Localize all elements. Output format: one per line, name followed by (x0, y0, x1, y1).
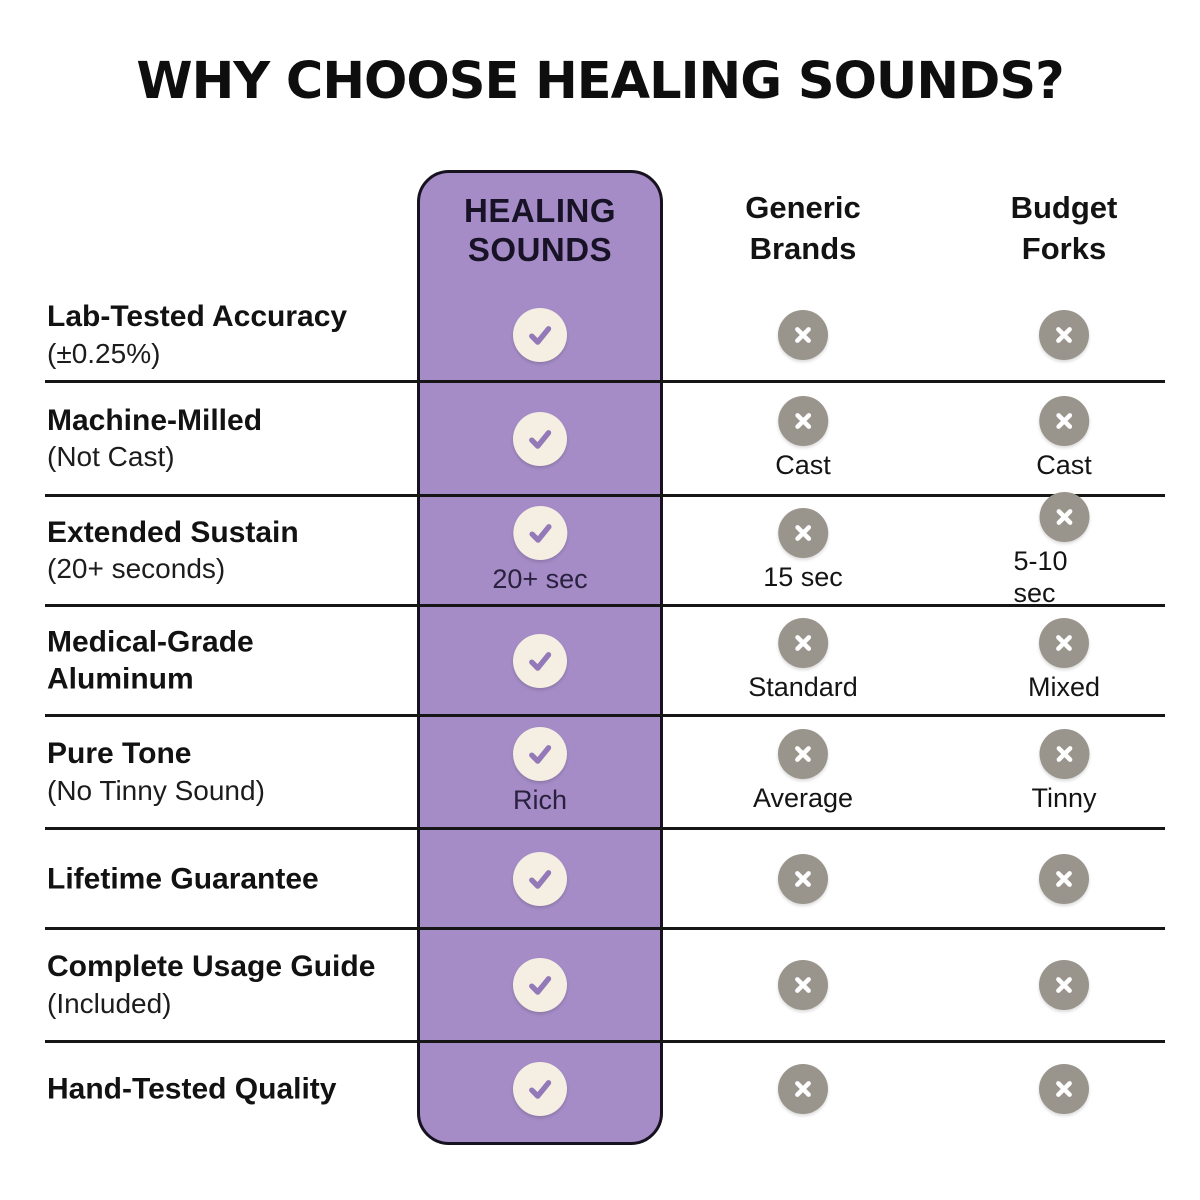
budget-cell: Mixed (1028, 607, 1100, 714)
page-title: WHY CHOOSE HEALING SOUNDS? (136, 52, 1064, 111)
generic-cell: Cast (775, 383, 831, 494)
cross-icon (1039, 1064, 1089, 1114)
healing-cell (513, 930, 567, 1040)
cross-icon (1039, 491, 1089, 542)
generic-note: Standard (748, 671, 858, 702)
budget-cell (1039, 290, 1089, 380)
feature-title: Lifetime Guarantee (47, 861, 319, 895)
feature-label: Machine-Milled (Not Cast) (47, 402, 417, 476)
check-icon (513, 633, 567, 688)
cross-icon (778, 617, 828, 668)
table-row: Lifetime Guarantee (45, 830, 1165, 930)
generic-cell (778, 1043, 828, 1135)
column-header-healing-sounds: HEALING SOUNDS (464, 192, 616, 268)
generic-cell (778, 830, 828, 927)
generic-cell: Standard (748, 607, 858, 714)
budget-note: Mixed (1027, 671, 1101, 702)
generic-cell: Average (753, 717, 853, 827)
feature-label: Extended Sustain (20+ seconds) (47, 514, 417, 588)
healing-cell (513, 830, 567, 927)
column-header-generic-brands: Generic Brands (745, 190, 861, 266)
table-row: Machine-Milled (Not Cast) Cast Cast (45, 383, 1165, 497)
cross-icon (1039, 960, 1089, 1010)
generic-cell: 15 sec (763, 497, 843, 604)
healing-cell (513, 607, 567, 714)
feature-title: Pure Tone (47, 737, 192, 771)
check-icon (513, 308, 567, 362)
cross-icon (778, 1064, 828, 1114)
feature-title: Complete Usage Guide (47, 950, 376, 984)
table-row: Medical-Grade Aluminum Standard Mixed (45, 607, 1165, 717)
feature-label: Lifetime Guarantee (47, 860, 417, 898)
healing-cell (513, 1043, 567, 1135)
feature-title: Hand-Tested Quality (47, 1072, 337, 1106)
table-row: Complete Usage Guide (Included) (45, 930, 1165, 1043)
generic-note: Cast (775, 449, 831, 480)
generic-note: 15 sec (763, 561, 843, 592)
check-icon (512, 505, 567, 560)
generic-cell (778, 290, 828, 380)
check-icon (513, 958, 567, 1012)
check-icon (513, 851, 567, 906)
feature-title: Lab-Tested Accuracy (47, 300, 348, 334)
healing-note: Rich (512, 785, 568, 816)
generic-cell (778, 930, 828, 1040)
cross-icon (1039, 729, 1089, 780)
budget-cell (1039, 930, 1089, 1040)
feature-label: Medical-Grade Aluminum (47, 623, 417, 698)
feature-detail: (Not Cast) (47, 441, 175, 473)
healing-cell (513, 290, 567, 380)
budget-cell: 5-10 sec (1014, 491, 1115, 608)
healing-cell: Rich (512, 717, 568, 827)
cross-icon (778, 395, 828, 446)
cross-icon (778, 960, 828, 1010)
feature-title: Machine-Milled (47, 403, 263, 437)
feature-label: Complete Usage Guide (Included) (47, 948, 417, 1022)
feature-detail: (±0.25%) (47, 337, 161, 369)
healing-note: 20+ sec (492, 563, 588, 594)
feature-detail: (20+ seconds) (47, 553, 226, 585)
feature-label: Lab-Tested Accuracy (±0.25%) (47, 298, 417, 372)
generic-note: Average (752, 783, 854, 814)
healing-cell: 20+ sec (492, 497, 588, 604)
cross-icon (778, 507, 828, 558)
feature-label: Hand-Tested Quality (47, 1070, 417, 1108)
budget-note: Cast (1036, 449, 1092, 480)
column-header-budget-forks: Budget Forks (1010, 190, 1118, 266)
budget-note: Tinny (1031, 783, 1097, 814)
cross-icon (1039, 617, 1089, 668)
budget-cell (1039, 1043, 1089, 1135)
feature-label: Pure Tone (No Tinny Sound) (47, 735, 417, 809)
feature-title: Medical-Grade Aluminum (47, 625, 254, 696)
check-icon (513, 1062, 567, 1116)
budget-note: 5-10 sec (1013, 545, 1068, 608)
table-row: Hand-Tested Quality (45, 1043, 1165, 1135)
cross-icon (1039, 310, 1089, 360)
table-row: Extended Sustain (20+ seconds) 20+ sec 1… (45, 491, 1165, 608)
table-row: Pure Tone (No Tinny Sound) Rich Average … (45, 717, 1165, 830)
feature-detail: (No Tinny Sound) (47, 774, 265, 806)
feature-title: Extended Sustain (47, 515, 299, 549)
budget-cell: Tinny (1031, 717, 1097, 827)
cross-icon (778, 310, 828, 360)
check-icon (513, 411, 567, 466)
cross-icon (778, 853, 828, 904)
table-row: Lab-Tested Accuracy (±0.25%) (45, 290, 1165, 383)
budget-cell: Cast (1036, 383, 1092, 494)
feature-detail: (Included) (47, 987, 172, 1019)
check-icon (512, 727, 567, 782)
cross-icon (1039, 395, 1089, 446)
budget-cell (1039, 830, 1089, 927)
cross-icon (1039, 853, 1089, 904)
healing-cell (513, 383, 567, 494)
cross-icon (777, 729, 828, 780)
